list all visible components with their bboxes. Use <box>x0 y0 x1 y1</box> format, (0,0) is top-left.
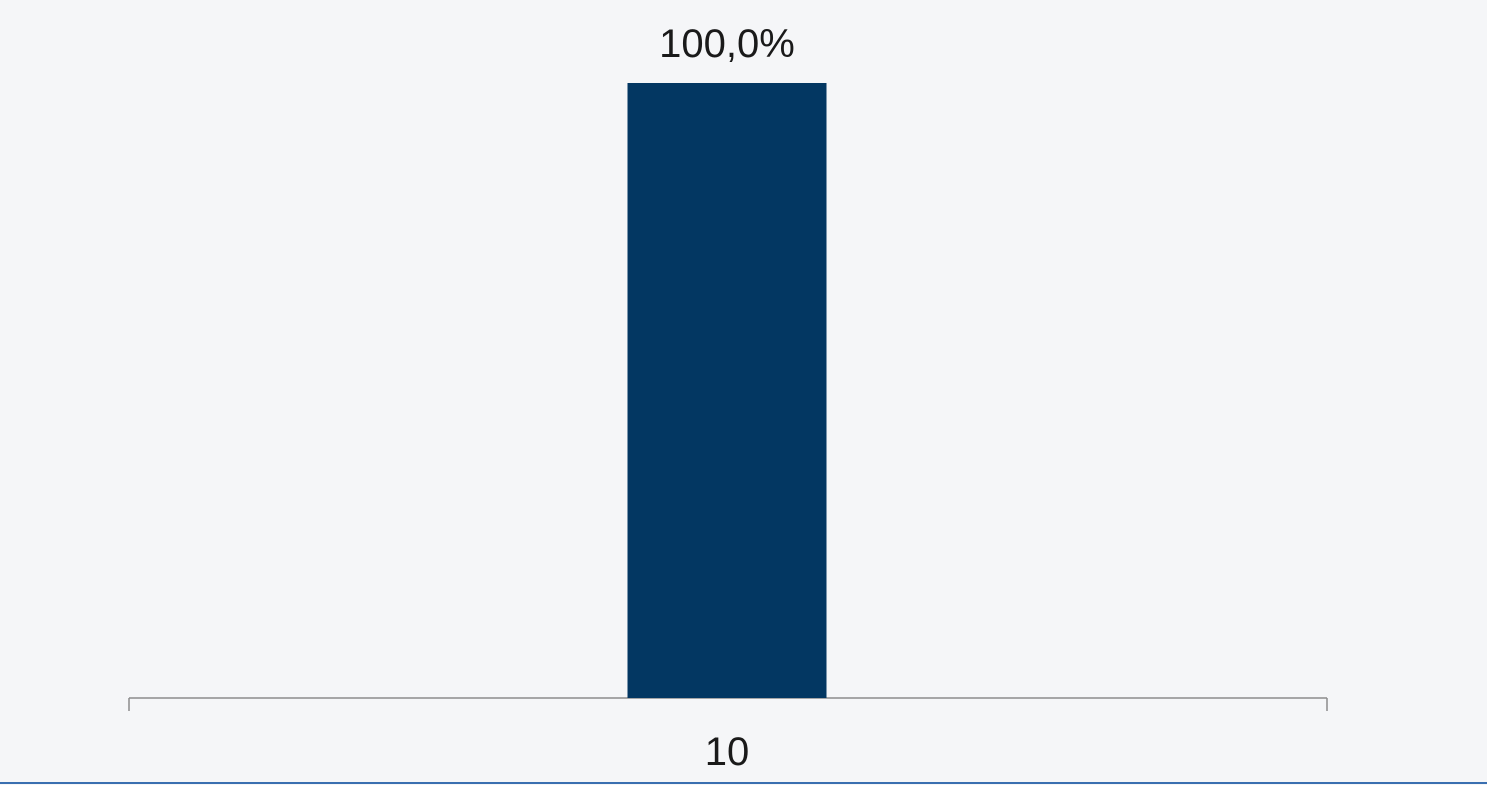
x-tick-label: 10 <box>705 730 750 774</box>
bottom-accent-line <box>0 782 1487 784</box>
bar-series <box>627 83 827 698</box>
x-axis <box>128 697 1328 711</box>
x-tick-labels: 10 <box>705 730 750 774</box>
data-labels: 100,0% <box>659 22 795 66</box>
data-label: 100,0% <box>659 22 795 66</box>
bar <box>627 83 827 698</box>
